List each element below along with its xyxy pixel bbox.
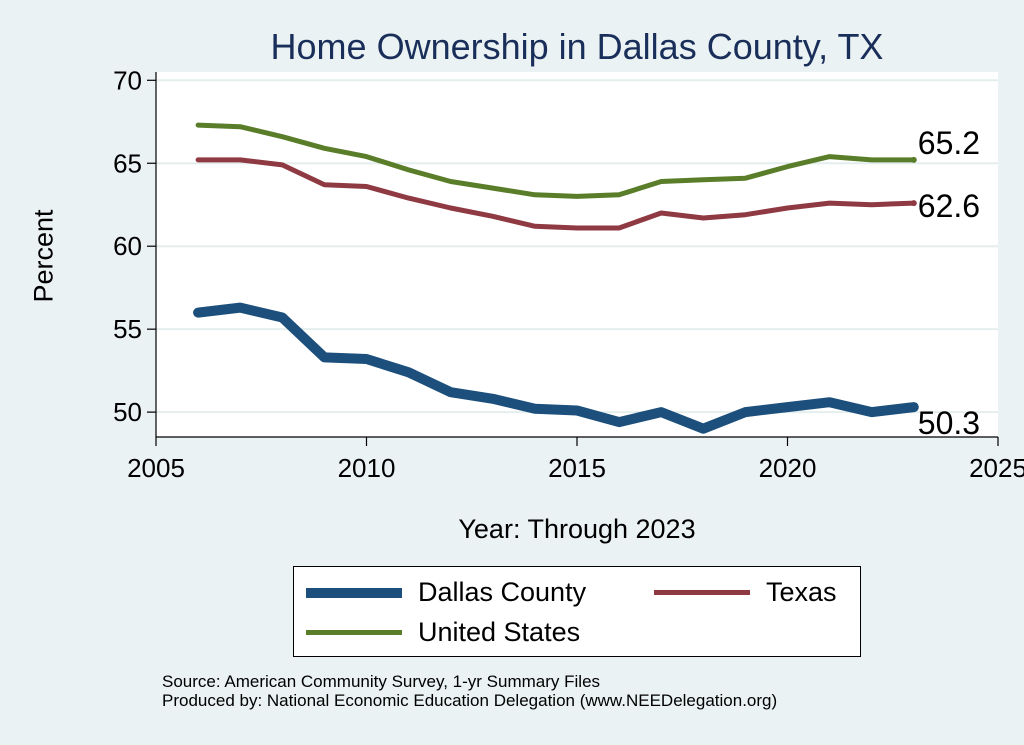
series-end-point-texas [910, 200, 917, 207]
legend: Dallas County Texas United States [293, 566, 861, 657]
series-line-united-states [195, 122, 917, 199]
end-label-dallas-county: 50.3 [918, 405, 980, 441]
y-tick-label-65: 65 [113, 148, 142, 178]
series-line-dallas-county [193, 302, 919, 434]
source-line: Source: American Community Survey, 1-yr … [162, 672, 601, 691]
x-tick-label-2010: 2010 [338, 453, 396, 483]
series-line-texas [195, 157, 917, 231]
legend-swatch-texas [654, 590, 750, 595]
legend-item-texas: Texas [654, 577, 837, 608]
legend-item-united-states: United States [306, 617, 580, 648]
legend-swatch-united-states [306, 630, 402, 635]
y-tick-label-55: 55 [113, 314, 142, 344]
legend-label-texas: Texas [766, 577, 837, 607]
chart-plot: 50 55 60 65 70 2005 2010 2015 2020 2025 50.3 62.6 65… [113, 65, 1024, 483]
legend-item-dallas-county: Dallas County [306, 577, 586, 608]
y-tick-label-70: 70 [113, 65, 142, 95]
source-note: Source: American Community Survey, 1-yr … [162, 672, 777, 710]
plot-area [156, 72, 998, 437]
series-end-point-united-states [910, 156, 917, 163]
legend-label-dallas-county: Dallas County [418, 577, 587, 607]
y-tick-label-60: 60 [113, 231, 142, 261]
legend-swatch-dallas-county [306, 587, 402, 598]
chart-title: Home Ownership in Dallas County, TX [270, 26, 884, 67]
series-end-point-dallas-county [910, 404, 917, 411]
y-tick-label-50: 50 [113, 397, 142, 427]
x-tick-label-2015: 2015 [548, 453, 606, 483]
end-label-texas: 62.6 [918, 188, 980, 224]
end-label-united-states: 65.2 [918, 125, 980, 161]
x-tick-label-2020: 2020 [759, 453, 817, 483]
x-tick-label-2005: 2005 [127, 453, 185, 483]
x-axis-label: Year: Through 2023 [458, 514, 696, 544]
producer-line: Produced by: National Economic Education… [162, 691, 778, 710]
x-tick-label-2025: 2025 [969, 453, 1024, 483]
legend-label-united-states: United States [418, 617, 581, 647]
